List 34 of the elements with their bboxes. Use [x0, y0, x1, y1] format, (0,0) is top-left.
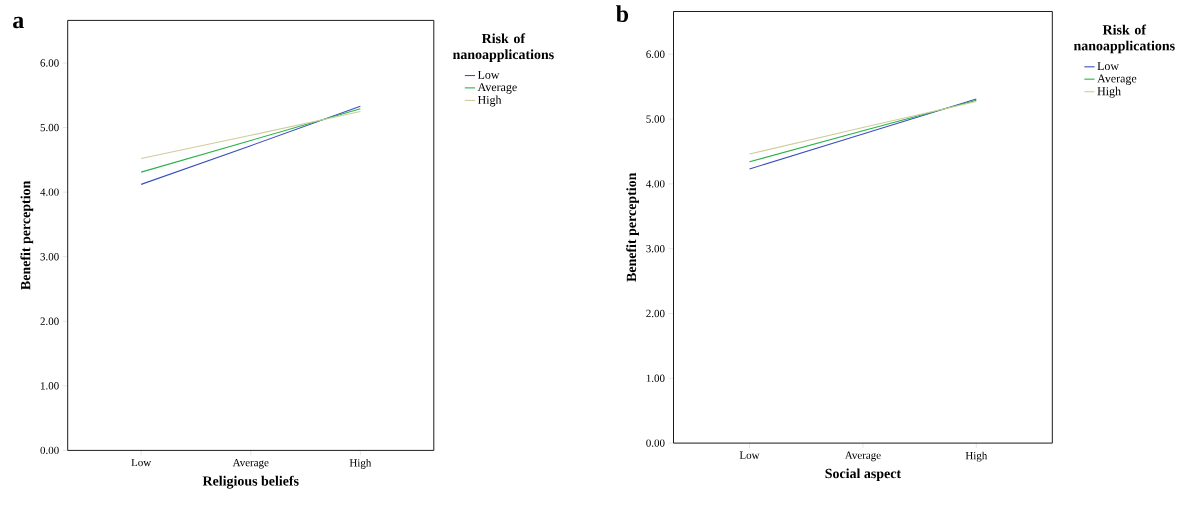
legend-label: High	[477, 95, 502, 107]
y-tick-label: 6.00	[646, 50, 665, 58]
y-axis-title: Benefit perception	[20, 180, 34, 290]
y-tick-label: 4.00	[646, 180, 665, 188]
y-tick-label: 2.00	[646, 309, 665, 318]
y-tick-label: 5.00	[646, 115, 665, 123]
x-axis-title: Social aspect	[825, 468, 902, 482]
legend-label: Low	[1097, 62, 1119, 71]
y-axis-title: Benefit perception	[626, 172, 639, 282]
y-tick-label: 4.00	[40, 188, 59, 196]
legend-title: Risk of nanoapplications	[452, 33, 554, 63]
y-tick-label: 3.00	[646, 244, 665, 253]
y-tick-label: 1.00	[40, 382, 59, 390]
x-tick-label: Low	[131, 458, 152, 467]
y-tick-label: 6.00	[40, 59, 59, 67]
y-tick-label: 0.00	[40, 446, 59, 455]
y-tick-label: 5.00	[40, 123, 59, 132]
x-tick-label: Average	[232, 458, 269, 469]
y-tick-label: 3.00	[40, 252, 59, 261]
x-tick-label: Average	[844, 451, 881, 462]
legend-label: High	[1097, 86, 1121, 98]
chart-title: a	[13, 16, 24, 29]
y-tick-label: 1.00	[646, 374, 665, 383]
x-tick-label: High	[965, 451, 988, 462]
x-tick-label: High	[349, 458, 372, 469]
legend-title: Risk of nanoapplications	[1073, 24, 1175, 54]
y-tick-label: 0.00	[646, 439, 665, 447]
x-axis-title: Religious beliefs	[202, 475, 299, 489]
legend-label: Low	[477, 70, 500, 79]
legend-label: Average	[477, 83, 517, 94]
legend-label: Average	[1097, 74, 1137, 85]
x-tick-label: Low	[739, 451, 760, 459]
chart-title: b	[616, 5, 629, 23]
y-tick-label: 2.00	[40, 317, 59, 325]
